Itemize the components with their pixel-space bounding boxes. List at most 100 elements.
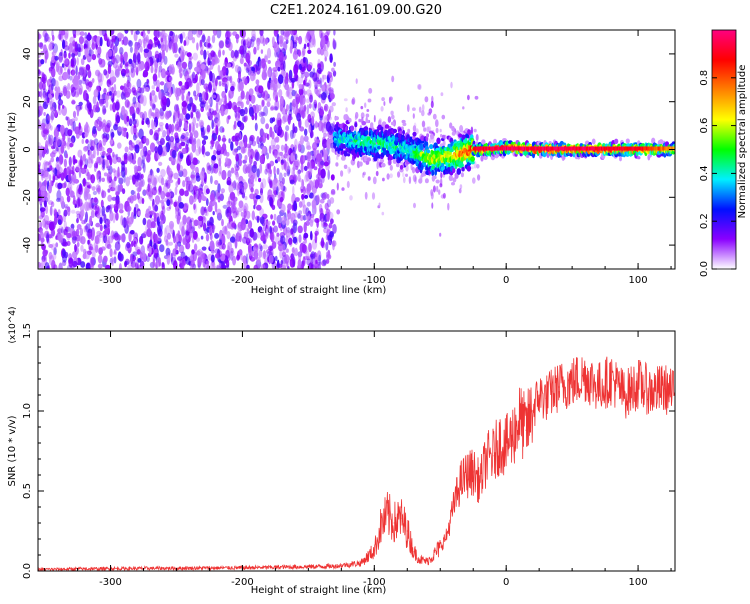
noise-speck [47,115,51,121]
noise-speck [227,241,233,251]
noise-speck [276,262,281,269]
noise-speck [272,67,278,72]
noise-speck [42,91,48,100]
noise-speck [346,180,350,189]
noise-speck [302,56,306,64]
noise-speck [86,34,92,41]
signal-pixel [402,122,407,127]
noise-speck [259,163,263,174]
noise-speck [154,38,160,46]
noise-speck [130,125,135,135]
noise-speck [43,112,46,116]
noise-speck [113,256,117,264]
noise-speck [179,152,184,158]
noise-speck [174,104,179,112]
noise-speck [332,70,337,77]
noise-speck [301,193,305,200]
noise-speck [71,177,76,186]
noise-speck [106,222,111,234]
noise-speck [185,256,191,265]
noise-speck [207,205,213,213]
noise-speck [70,189,74,198]
noise-speck [368,87,373,94]
noise-speck [138,128,144,140]
noise-speck [297,225,303,234]
noise-speck [304,174,309,183]
noise-speck [320,208,324,219]
noise-speck [250,38,255,48]
noise-speck [241,205,247,212]
signal-pixel [390,121,395,126]
noise-speck [90,174,96,184]
noise-speck [227,115,231,120]
noise-speck [459,125,464,133]
noise-speck [214,201,218,213]
signal-pixel [348,118,352,123]
noise-speck [72,165,75,176]
noise-speck [327,249,331,259]
noise-speck [281,106,286,115]
noise-speck [62,71,68,81]
noise-speck [298,87,304,96]
noise-speck [48,244,54,248]
noise-speck [435,119,439,128]
noise-speck [153,217,158,222]
noise-speck [283,35,289,41]
noise-speck [98,120,103,128]
noise-speck [295,165,299,170]
noise-speck [307,161,310,169]
noise-speck [259,154,265,165]
noise-speck [170,125,174,136]
noise-speck [205,188,210,195]
signal-pixel [354,122,358,128]
noise-speck [440,177,443,185]
noise-speck [182,214,187,225]
noise-speck [215,124,219,136]
noise-speck [157,175,164,184]
noise-speck [156,79,161,91]
noise-speck [218,171,222,177]
noise-speck [208,165,212,172]
noise-speck [279,235,286,245]
signal-pixel [424,178,429,184]
noise-speck [194,73,198,83]
noise-speck [151,102,156,110]
noise-speck [210,175,213,184]
noise-speck [245,253,249,265]
noise-speck [61,63,65,68]
noise-speck [314,218,320,223]
noise-speck [70,263,76,269]
noise-speck [53,109,58,116]
noise-speck [174,123,179,132]
noise-speck [255,195,261,200]
noise-speck [195,122,199,129]
noise-speck [225,157,229,165]
noise-speck [253,46,257,55]
noise-speck [91,186,96,191]
noise-speck [67,64,71,75]
signal-pixel [470,157,475,161]
noise-speck [251,30,256,38]
noise-speck [323,49,329,58]
noise-speck [169,223,174,234]
noise-speck [189,96,194,107]
noise-speck [114,65,120,77]
noise-speck [240,211,244,217]
noise-speck [107,205,111,210]
noise-speck [226,63,231,68]
spectrogram-plot-area [38,30,675,269]
noise-speck [418,84,422,90]
noise-speck [273,225,278,233]
noise-speck [273,77,278,85]
noise-speck [193,219,199,227]
noise-speck [153,104,156,109]
noise-speck [201,196,207,202]
noise-speck [264,232,268,237]
noise-speck [171,149,177,159]
noise-speck [132,52,137,63]
noise-speck [123,51,128,62]
noise-speck [54,55,59,61]
noise-speck [91,248,96,260]
noise-speck [119,62,123,68]
noise-speck [69,186,72,198]
